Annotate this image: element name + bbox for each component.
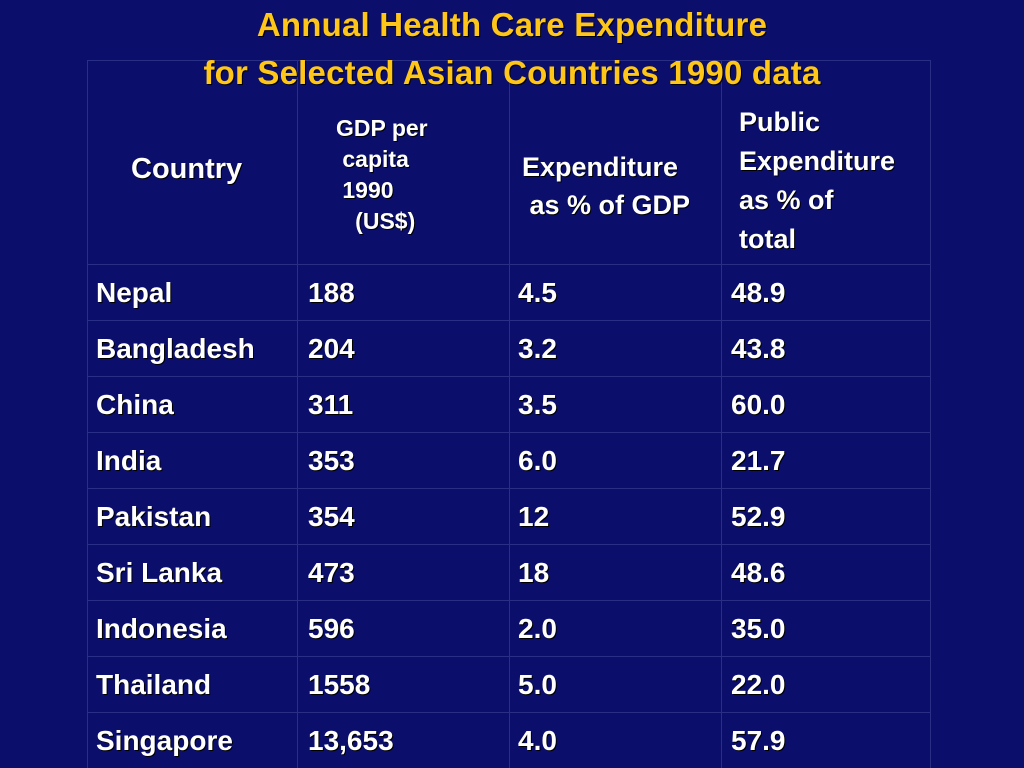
cell-expenditure-pct-gdp: 12: [518, 501, 550, 532]
cell-public-expenditure-pct: 43.8: [731, 333, 786, 364]
cell-expenditure-pct-gdp: 4.5: [518, 277, 557, 308]
column-header-country: Country: [131, 153, 243, 185]
column-header-public-expenditure: Public Expenditure as % of total: [739, 103, 895, 259]
cell-country: Pakistan: [96, 501, 212, 532]
row-divider: [87, 376, 931, 377]
cell-expenditure-pct-gdp: 3.5: [518, 389, 557, 420]
cell-public-expenditure-pct: 57.9: [731, 725, 786, 756]
header-line: 1990: [336, 177, 394, 203]
row-divider: [87, 600, 931, 601]
cell-country: Singapore: [96, 725, 233, 756]
header-line: (US$): [336, 208, 416, 234]
cell-country: China: [96, 389, 174, 420]
cell-country: Thailand: [96, 669, 212, 700]
cell-gdp-per-capita: 473: [308, 557, 355, 588]
cell-expenditure-pct-gdp: 6.0: [518, 445, 557, 476]
cell-country: Sri Lanka: [96, 557, 223, 588]
header-line: Expenditure: [739, 146, 896, 176]
cell-gdp-per-capita: 354: [308, 501, 355, 532]
cell-public-expenditure-pct: 21.7: [731, 445, 786, 476]
cell-gdp-per-capita: 13,653: [308, 725, 394, 756]
cell-country: Nepal: [96, 277, 173, 308]
column-header-expenditure: Expenditure as % of GDP: [522, 148, 690, 224]
cell-gdp-per-capita: 1558: [308, 669, 371, 700]
cell-expenditure-pct-gdp: 5.0: [518, 669, 557, 700]
row-divider: [87, 320, 931, 321]
cell-public-expenditure-pct: 60.0: [731, 389, 786, 420]
cell-gdp-per-capita: 311: [308, 389, 354, 420]
header-line: total: [739, 224, 796, 254]
column-header-gdp: GDP per capita 1990 (US$): [336, 113, 428, 237]
cell-expenditure-pct-gdp: 18: [518, 557, 550, 588]
cell-expenditure-pct-gdp: 4.0: [518, 725, 557, 756]
header-line: capita: [336, 146, 409, 172]
header-line: as % of: [739, 185, 834, 215]
header-line: Expenditure: [522, 152, 679, 182]
cell-expenditure-pct-gdp: 3.2: [518, 333, 557, 364]
column-divider: [297, 60, 298, 768]
cell-public-expenditure-pct: 52.9: [731, 501, 786, 532]
row-divider: [87, 432, 931, 433]
row-divider: [87, 712, 931, 713]
column-divider: [721, 60, 722, 768]
cell-public-expenditure-pct: 48.6: [731, 557, 786, 588]
row-divider: [87, 656, 931, 657]
cell-country: India: [96, 445, 162, 476]
cell-public-expenditure-pct: 22.0: [731, 669, 786, 700]
header-line: Public: [739, 107, 821, 137]
slide-title-line-1: Annual Health Care Expenditure: [256, 6, 768, 43]
row-divider: [87, 544, 931, 545]
row-divider: [87, 264, 931, 265]
cell-gdp-per-capita: 188: [308, 277, 355, 308]
slide-title-line-2: for Selected Asian Countries 1990 data: [203, 54, 821, 91]
cell-country: Bangladesh: [96, 333, 255, 364]
cell-public-expenditure-pct: 35.0: [731, 613, 786, 644]
header-line: GDP per: [336, 115, 428, 141]
cell-gdp-per-capita: 353: [308, 445, 355, 476]
column-divider: [509, 60, 510, 768]
row-divider: [87, 488, 931, 489]
cell-gdp-per-capita: 204: [308, 333, 355, 364]
cell-expenditure-pct-gdp: 2.0: [518, 613, 557, 644]
cell-country: Indonesia: [96, 613, 227, 644]
cell-public-expenditure-pct: 48.9: [731, 277, 786, 308]
header-line: as % of GDP: [522, 190, 691, 220]
cell-gdp-per-capita: 596: [308, 613, 355, 644]
